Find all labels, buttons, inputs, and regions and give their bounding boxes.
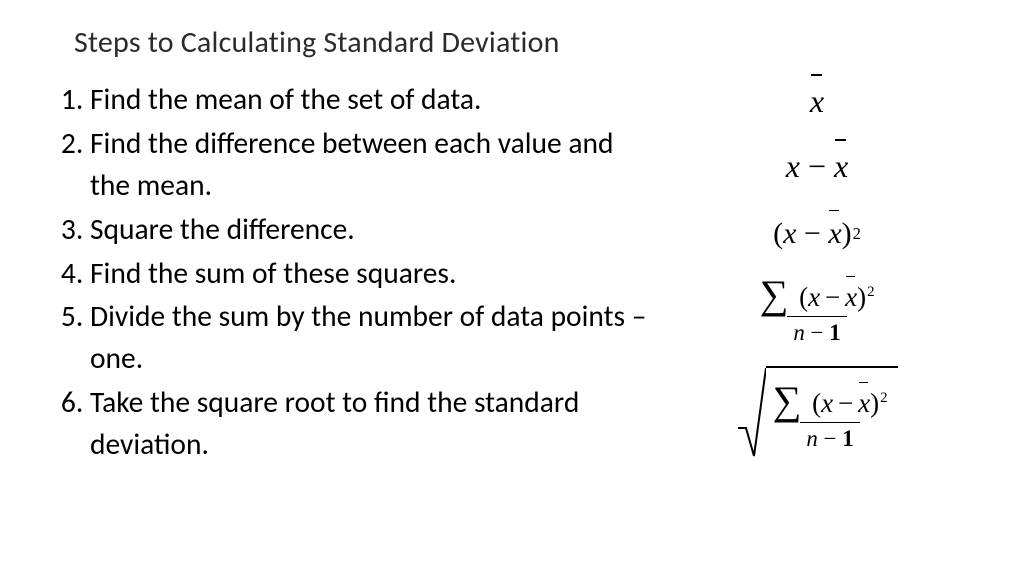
formula-squared-difference: ( x − x ) 2 [773, 217, 861, 251]
x-bar-symbol: x [810, 83, 824, 120]
minus-icon: − [800, 148, 834, 185]
steps-list: Find the mean of the set of data. Find t… [44, 79, 654, 466]
x-symbol: x [786, 148, 800, 185]
slide-title: Steps to Calculating Standard Deviation [74, 24, 980, 61]
formula-mean: x [810, 83, 824, 120]
step-6: Take the square root to find the standar… [90, 382, 654, 466]
step-3: Square the difference. [90, 209, 654, 251]
x-bar-symbol: x [834, 148, 848, 185]
formula-sum-over-n-1: ∑ (x−x)2 n−1 [757, 273, 876, 346]
open-paren: ( [773, 217, 783, 251]
step-4: Find the sum of these squares. [90, 253, 654, 295]
squared-exponent: 2 [852, 224, 861, 244]
close-paren: ) [842, 217, 852, 251]
formula-column: x x − x ( x − x ) 2 ∑ (x−x)2 [654, 79, 980, 460]
formula-difference: x − x [786, 148, 848, 185]
content-columns: Find the mean of the set of data. Find t… [44, 79, 980, 468]
sigma-icon: ∑ [772, 378, 805, 423]
step-1: Find the mean of the set of data. [90, 79, 654, 121]
step-2: Find the difference between each value a… [90, 123, 654, 207]
slide: Steps to Calculating Standard Deviation … [0, 0, 1024, 576]
sigma-icon: ∑ [759, 272, 792, 317]
radical-icon [736, 366, 766, 460]
formula-standard-deviation: ∑ (x−x)2 n−1 [736, 366, 897, 460]
step-5: Divide the sum by the number of data poi… [90, 296, 654, 380]
steps-column: Find the mean of the set of data. Find t… [44, 79, 654, 468]
